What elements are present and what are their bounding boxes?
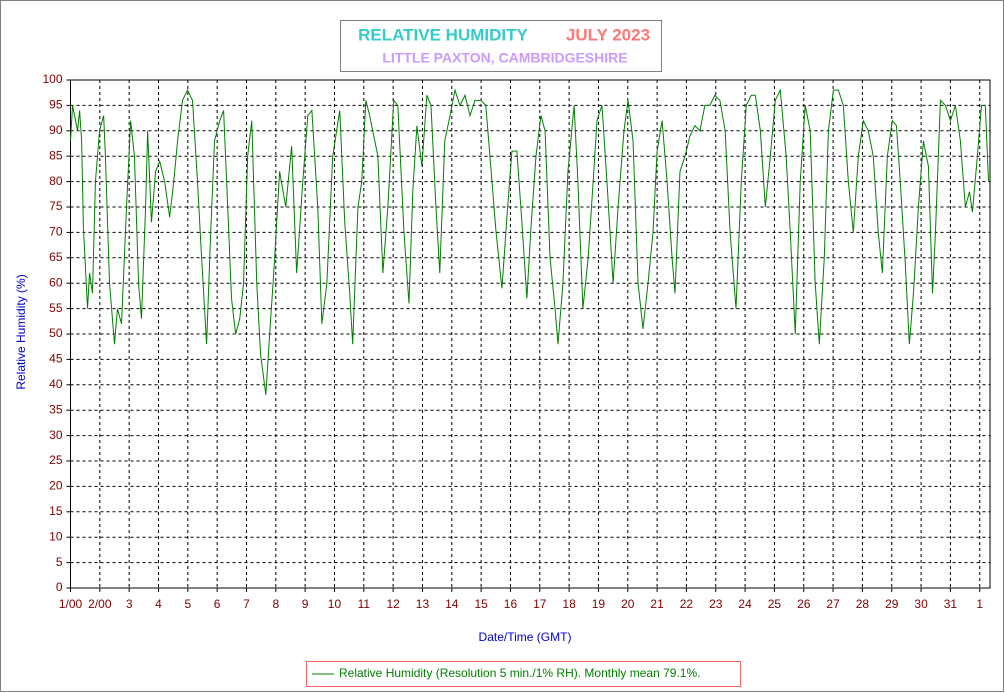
x-tick-label: 29	[885, 597, 899, 611]
y-tick-label: 25	[49, 453, 63, 467]
x-tick-label: 7	[243, 597, 250, 611]
y-tick-label: 40	[49, 377, 63, 391]
legend-label: Relative Humidity (Resolution 5 min./1% …	[339, 666, 700, 680]
x-tick-label: 24	[738, 597, 752, 611]
y-axis-title: Relative Humidity (%)	[14, 274, 28, 389]
x-tick-label: 10	[328, 597, 342, 611]
x-tick-label: 26	[797, 597, 811, 611]
y-tick-label: 85	[49, 148, 63, 162]
x-tick-label: 1/00	[59, 597, 83, 611]
y-tick-label: 0	[56, 580, 63, 594]
x-tick-label: 11	[358, 597, 371, 611]
y-tick-label: 70	[49, 225, 63, 239]
chart-subtitle: LITTLE PAXTON, CAMBRIDGESHIRE	[382, 50, 627, 66]
x-tick-label: 6	[214, 597, 221, 611]
x-tick-label: 5	[184, 597, 191, 611]
y-tick-label: 55	[49, 301, 63, 315]
y-tick-label: 5	[56, 555, 63, 569]
x-tick-label: 15	[474, 597, 488, 611]
y-tick-label: 30	[49, 428, 63, 442]
x-tick-label: 20	[621, 597, 635, 611]
y-tick-label: 20	[49, 479, 63, 493]
y-tick-label: 95	[49, 98, 63, 112]
y-tick-label: 45	[49, 352, 63, 366]
y-tick-label: 90	[49, 123, 63, 137]
x-tick-label: 27	[826, 597, 840, 611]
y-tick-label: 10	[49, 529, 63, 543]
x-tick-label: 1	[976, 597, 983, 611]
x-tick-label: 13	[416, 597, 430, 611]
x-tick-label: 14	[445, 597, 459, 611]
y-tick-label: 60	[49, 275, 63, 289]
y-tick-label: 100	[42, 72, 62, 86]
x-tick-label: 17	[533, 597, 547, 611]
x-axis-title: Date/Time (GMT)	[479, 630, 572, 644]
plot-area	[70, 79, 991, 589]
title-box	[340, 20, 662, 72]
x-tick-label: 23	[709, 597, 723, 611]
x-tick-label: 30	[914, 597, 928, 611]
x-tick-label: 16	[504, 597, 518, 611]
legend-box	[306, 661, 741, 687]
data-line	[70, 88, 990, 396]
y-tick-label: 50	[49, 326, 63, 340]
chart-title: RELATIVE HUMIDITY	[358, 25, 528, 44]
x-tick-label: 8	[272, 597, 279, 611]
x-tick-label: 28	[856, 597, 870, 611]
x-tick-label: 12	[386, 597, 400, 611]
x-tick-label: 4	[155, 597, 162, 611]
x-tick-label: 25	[768, 597, 782, 611]
y-tick-label: 15	[49, 504, 63, 518]
y-tick-label: 35	[49, 402, 63, 416]
y-tick-label: 75	[49, 199, 63, 213]
x-tick-label: 19	[592, 597, 606, 611]
x-tick-label: 22	[680, 597, 694, 611]
chart-period: JULY 2023	[566, 25, 650, 44]
x-tick-label: 3	[126, 597, 133, 611]
x-tick-label: 9	[302, 597, 309, 611]
y-tick-label: 80	[49, 174, 63, 188]
x-tick-label: 18	[562, 597, 576, 611]
x-tick-label: 31	[944, 597, 958, 611]
y-tick-label: 65	[49, 250, 63, 264]
x-tick-label: 2/00	[88, 597, 112, 611]
x-tick-label: 21	[650, 597, 664, 611]
